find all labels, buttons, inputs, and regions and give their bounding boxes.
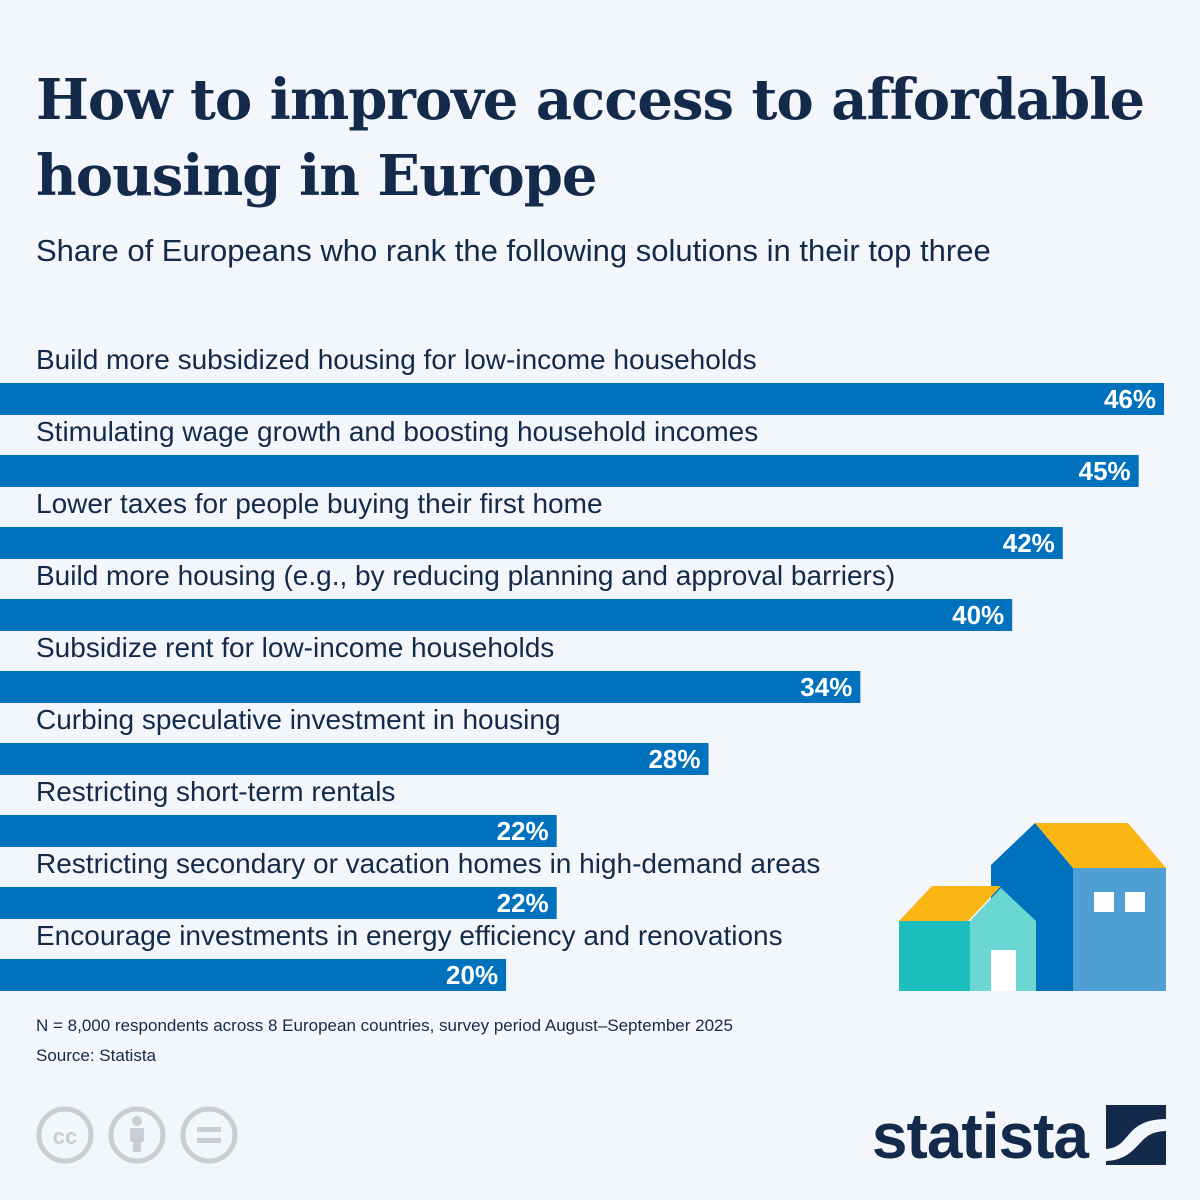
bar bbox=[0, 383, 1164, 415]
statista-logo-icon bbox=[1106, 1105, 1166, 1165]
small-house-side bbox=[899, 921, 970, 991]
category-label: Curbing speculative investment in housin… bbox=[36, 704, 561, 735]
no-derivatives-icon bbox=[180, 1106, 238, 1164]
bar-value-label: 20% bbox=[446, 960, 498, 990]
tall-house-front bbox=[1073, 868, 1166, 991]
bar bbox=[0, 671, 861, 703]
tall-house-roof bbox=[1035, 823, 1166, 868]
window-right bbox=[1125, 892, 1145, 912]
bar-value-label: 22% bbox=[497, 816, 549, 846]
bar bbox=[0, 815, 557, 847]
attribution-icon bbox=[108, 1106, 166, 1164]
bar bbox=[0, 527, 1063, 559]
statista-logo-text: statista bbox=[871, 1100, 1089, 1172]
category-label: Restricting secondary or vacation homes … bbox=[36, 848, 820, 879]
category-label: Build more subsidized housing for low-in… bbox=[36, 344, 757, 375]
house-illustration bbox=[899, 823, 1166, 991]
small-house-door bbox=[991, 950, 1016, 991]
category-label: Encourage investments in energy efficien… bbox=[36, 920, 783, 951]
bar-value-label: 40% bbox=[952, 600, 1004, 630]
source-note: Source: Statista bbox=[36, 1046, 157, 1065]
bar-value-label: 22% bbox=[497, 888, 549, 918]
bar-value-label: 45% bbox=[1079, 456, 1131, 486]
small-house-roof bbox=[899, 886, 1001, 921]
license-icons: cc bbox=[36, 1106, 238, 1164]
bar bbox=[0, 455, 1139, 487]
window-left bbox=[1094, 892, 1114, 912]
category-label: Subsidize rent for low-income households bbox=[36, 632, 554, 663]
chart-subtitle: Share of Europeans who rank the followin… bbox=[36, 233, 991, 268]
category-label: Stimulating wage growth and boosting hou… bbox=[36, 416, 758, 447]
category-label: Restricting short-term rentals bbox=[36, 776, 395, 807]
footnote: N = 8,000 respondents across 8 European … bbox=[36, 1016, 733, 1035]
bar-value-label: 42% bbox=[1003, 528, 1055, 558]
bar bbox=[0, 599, 1013, 631]
svg-text:cc: cc bbox=[53, 1124, 77, 1149]
bar-value-label: 46% bbox=[1104, 384, 1156, 414]
bar bbox=[0, 743, 709, 775]
chart-title: How to improve access to affordable hous… bbox=[36, 67, 1145, 209]
category-label: Build more housing (e.g., by reducing pl… bbox=[36, 560, 895, 591]
bar-value-label: 28% bbox=[648, 744, 700, 774]
small-house-front bbox=[970, 888, 1036, 991]
bar bbox=[0, 959, 507, 991]
cc-icon: cc bbox=[36, 1106, 94, 1164]
category-label: Lower taxes for people buying their firs… bbox=[36, 488, 603, 519]
bar bbox=[0, 887, 557, 919]
bar-value-label: 34% bbox=[800, 672, 852, 702]
